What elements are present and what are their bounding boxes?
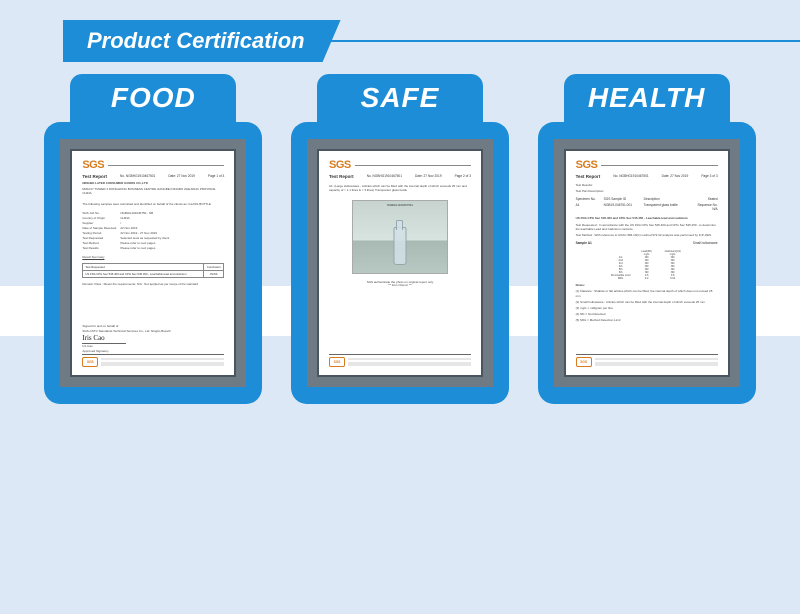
td: Transparent glass bottle [644, 203, 692, 211]
th: Test Requested [83, 264, 203, 270]
limit-v: 0.2 [636, 277, 658, 280]
sgs-rule [355, 165, 471, 166]
header-banner: Product Certification [0, 20, 800, 62]
results-grid: Lead(Pb) Cadmium(Cd) mg/L mg/L 1stNDND 2… [610, 250, 684, 280]
cert-safe: SAFE SGS Test Report No. NGBHG1910467501… [291, 122, 509, 404]
report-date: Date: 27 Nov 2019 [415, 174, 442, 179]
report-ref: No. NGBHG1910467501 [613, 174, 648, 179]
test-name: US FDA CPG Sec 545.400 and CPG Sec 545.4… [576, 216, 718, 220]
report-date: Date: 27 Nov 2019 [168, 174, 195, 179]
cert-food-label: FOOD [70, 74, 236, 122]
cert-food: FOOD SGS Test Report No. NGBHG1910467501… [44, 122, 262, 404]
limit-k: MDL [610, 277, 632, 280]
footer-fineprint [595, 358, 718, 366]
report-page: Page 1 of 3 [208, 174, 224, 179]
footer-stamp: SGS [576, 357, 592, 367]
report-date: Date: 27 Nov 2019 [662, 174, 689, 179]
cert-safe-frame: SGS Test Report No. NGBHG1910467501 Date… [307, 139, 493, 387]
cert-health: HEALTH SGS Test Report No. NGBHG19104675… [538, 122, 756, 404]
test-method: Test Method : With reference to AOAC 984… [576, 233, 718, 237]
footer-fineprint [101, 358, 224, 366]
cert-food-frame: SGS Test Report No. NGBHG1910467501 Date… [60, 139, 246, 387]
note: (1) Flatware : Shallow or flat articles … [576, 289, 718, 297]
signature-rule [82, 343, 126, 344]
intro-text: The following samples were submitted and… [82, 202, 224, 206]
remark: Remark: Pass : Meets the requirements; N… [82, 282, 224, 286]
header-title: Product Certification [63, 20, 341, 62]
th: Specimen No. [576, 197, 604, 201]
certificates-row: FOOD SGS Test Report No. NGBHG1910467501… [0, 122, 800, 404]
td: NGB19-046751.001 [604, 203, 644, 211]
limit-v: 0.02 [662, 277, 684, 280]
cert-health-frame: SGS Test Report No. NGBHG1910467501 Date… [554, 139, 740, 387]
sgs-logo: SGS [82, 159, 104, 171]
th: Conclusion [203, 264, 223, 270]
footer-fineprint [348, 358, 471, 366]
note: (2) Small hollowware : Articles which ca… [576, 300, 718, 304]
sgs-logo: SGS [329, 159, 351, 171]
sgs-rule [601, 165, 717, 166]
client-name: NINGBO LATER CONSUMER GOODS CO.,LTD [82, 181, 224, 185]
vessel-type: Small hollowware [693, 241, 718, 245]
cert-safe-card: SGS Test Report No. NGBHG1910467501 Date… [291, 122, 509, 404]
report-footer: SGS [576, 354, 718, 367]
td: A1 [576, 203, 604, 211]
cert-health-label: HEALTH [564, 74, 730, 122]
part-desc-label: Test Part Description: [576, 189, 718, 193]
section-title: Test Results: [576, 183, 718, 187]
td-sealed: Sequence No. N/A [692, 203, 718, 211]
report-page: Page 2 of 3 [455, 174, 471, 179]
kv-v: Please refer to next pages [120, 246, 224, 251]
cert-health-card: SGS Test Report No. NGBHG1910467501 Date… [538, 122, 756, 404]
td: PASS [203, 271, 223, 277]
report-footer: SGS [82, 354, 224, 367]
footer-stamp: SGS [82, 357, 98, 367]
sgs-logo: SGS [576, 159, 598, 171]
test-requested: Test Requested : In accordance with the … [576, 223, 718, 231]
kv-k: Test Results [82, 246, 120, 251]
note: (4) ND = Not Detected [576, 312, 718, 316]
td: US FDA CPG Sec 545.400 and CPG Sec 545.4… [83, 271, 203, 277]
result-summary-label: Result Summary [82, 255, 224, 259]
th-sealed: Sealed [692, 197, 718, 201]
cert-food-card: SGS Test Report No. NGBHG1910467501 Date… [44, 122, 262, 404]
note: (5) MDL = Method Detection Limit [576, 318, 718, 322]
footer-stamp: SGS [329, 357, 345, 367]
report-title: Test Report [82, 174, 107, 179]
report-title: Test Report [576, 174, 601, 179]
report-footer: SGS [329, 354, 471, 367]
cert-safe-label: SAFE [317, 74, 483, 122]
notes-title: Notes: [576, 283, 718, 287]
report-title: Test Report [329, 174, 354, 179]
report-ref: No. NGBHG1910467501 [367, 174, 402, 179]
photo-ref-label: NGBHG1910467501 [387, 203, 413, 207]
th: Description [644, 197, 692, 201]
sgs-rule [108, 165, 224, 166]
th: SGS Sample ID [604, 197, 644, 201]
sample-photo: NGBHG1910467501 [352, 200, 448, 274]
signature: Iris Cao [82, 334, 224, 342]
sample-label: Sample A1 [576, 241, 604, 245]
report-page: Page 3 of 3 [701, 174, 717, 179]
client-address: RM1017 TOWER 3 DONGHONG BUSINESS CENTRE … [82, 187, 224, 195]
component-desc: A1: (Large Hollowware - Articles which c… [329, 184, 471, 192]
conclusion-table: Test Requested Conclusion US FDA CPG Sec… [82, 263, 224, 278]
report-ref: No. NGBHG1910467501 [120, 174, 155, 179]
bottle-shape [393, 227, 406, 265]
note: (3) mg/L = milligram per litre [576, 306, 718, 310]
